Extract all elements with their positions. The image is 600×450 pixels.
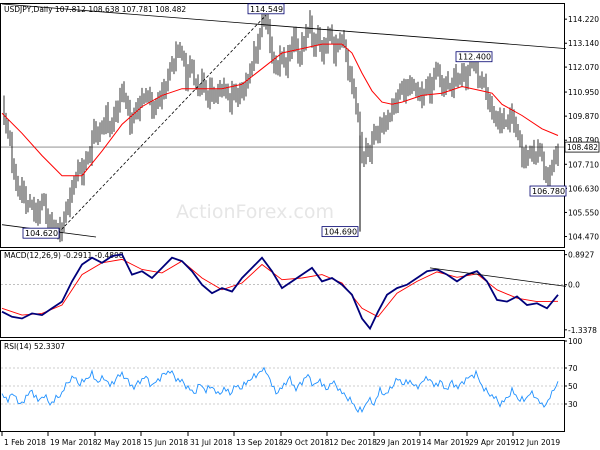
x-tick-label: 31 Jul 2018	[190, 438, 233, 447]
macd-trendline	[429, 267, 567, 287]
moving-average-line	[1, 43, 559, 177]
price-annotation-label: 106.780	[532, 187, 565, 196]
x-tick-label: 2 May 2018	[97, 438, 141, 447]
watermark: ActionForex.com	[176, 201, 334, 223]
macd-panel-frame	[0, 250, 565, 338]
macd-panel-title: MACD(12,26,9) -0.2911 -0.4898	[4, 251, 124, 260]
price-y-tick-label: 112.070	[568, 63, 599, 72]
price-panel-title: USDJPY,Daily 107.812 108.638 107.781 108…	[4, 5, 186, 14]
x-tick-label: 1 Feb 2018	[4, 438, 46, 447]
x-axis: 1 Feb 2018 19 Mar 2018 2 May 2018 15 Jun 20…	[1, 432, 560, 447]
price-y-tick-label: 108.790	[568, 136, 599, 145]
x-tick-label: 12 Dec 2018	[329, 438, 377, 447]
price-annotation-label: 104.620	[25, 229, 58, 238]
x-tick-label: 15 Jun 2018	[143, 438, 188, 447]
price-y-tick-label: 107.710	[568, 160, 599, 169]
price-y-tick-label: 105.550	[568, 208, 599, 217]
price-annotation-box	[455, 51, 493, 63]
rsi-y-tick-label: 70	[568, 364, 578, 373]
macd-y-tick-label: 0.8927	[568, 251, 594, 260]
price-annotation-label: 104.690	[324, 228, 357, 237]
rsi-y-tick-label: 50	[568, 382, 578, 391]
rsi-panel: 100 70 50 30	[1, 337, 583, 414]
x-tick-label: 29 Jan 2019	[376, 438, 421, 447]
last-price-marker	[564, 141, 600, 153]
trendline-1	[1, 3, 567, 49]
rsi-panel-title: RSI(14) 52.3307	[4, 342, 65, 351]
price-annotation-box	[22, 227, 60, 239]
price-y-tick-label: 106.630	[568, 184, 599, 193]
macd-line	[1, 253, 559, 331]
macd-y-tick-label: -1.3378	[568, 326, 597, 335]
price-annotation-box	[529, 185, 567, 197]
price-y-tick-label: 110.950	[568, 88, 599, 97]
price-y-tick-label: 114.220	[568, 15, 599, 24]
x-tick-label: 14 Mar 2019	[422, 438, 470, 447]
rsi-line	[1, 366, 559, 414]
x-tick-label: 29 Oct 2018	[283, 438, 330, 447]
x-tick-label: 13 Sep 2018	[236, 438, 284, 447]
macd-y-tick-label: 0.0	[568, 281, 580, 290]
price-y-tick-label: 109.870	[568, 112, 599, 121]
price-y-tick-label: 113.140	[568, 39, 599, 48]
trendline-3	[57, 14, 267, 234]
price-annotation-box	[321, 226, 359, 238]
x-tick-label: 19 Mar 2018	[50, 438, 98, 447]
x-tick-label: 29 Apr 2019	[469, 438, 516, 447]
price-panel: 114.220 113.140 112.070 110.950 109.870 108.7…	[1, 2, 600, 243]
price-annotation-box	[247, 3, 285, 15]
price-annotation-label: 114.549	[250, 5, 283, 14]
price-y-tick-label: 104.470	[568, 233, 599, 242]
rsi-y-tick-label: 100	[568, 337, 583, 346]
last-price-label: 108.482	[567, 143, 598, 152]
rsi-y-tick-label: 30	[568, 400, 578, 409]
macd-panel: 0.8927 0.0 -1.3378	[1, 251, 597, 335]
x-tick-label: 12 Jun 2019	[515, 438, 560, 447]
price-annotation-label: 112.400	[458, 53, 491, 62]
